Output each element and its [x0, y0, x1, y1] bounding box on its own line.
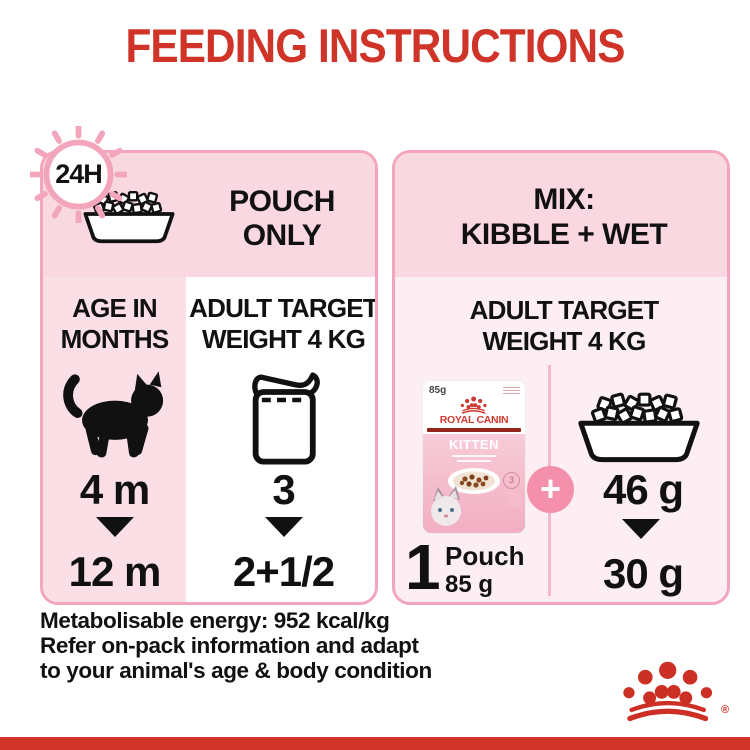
product-subline: [457, 460, 491, 462]
clock-face-icon: [30, 126, 127, 223]
product-name-label: KITTEN: [449, 437, 499, 452]
page-title: FEEDING INSTRUCTIONS: [125, 19, 625, 72]
clock-24h-icon: 24H: [30, 126, 127, 223]
feeding-table: AGE IN MONTHS ADULT TARGET WEIGHT 4 KG 4…: [43, 277, 375, 602]
product-pink-area: KITTEN: [423, 434, 525, 533]
product-brand-label: ROYAL CANIN: [439, 414, 509, 426]
kibble-to-value: 30 g: [602, 550, 684, 597]
product-top-row: 85g: [423, 381, 525, 396]
pouch-quantity-unit: Pouch: [445, 541, 525, 571]
royal-canin-crown-logo: [613, 660, 725, 722]
age-from-value: 4 m: [79, 466, 150, 513]
plus-icon: +: [527, 466, 574, 513]
royal-canin-crown-icon: [458, 396, 490, 414]
down-arrow-icon: [622, 519, 660, 539]
mix-title: MIX: KIBBLE + WET: [460, 183, 668, 251]
mix-subheader: ADULT TARGET WEIGHT 4 KG: [469, 295, 660, 357]
down-arrow-icon: [96, 517, 134, 537]
pouch-only-title: POUCH ONLY: [229, 185, 335, 252]
bottom-red-bar: [0, 737, 750, 750]
pouch-outline-icon: [245, 367, 327, 467]
kibble-bowl-icon: [575, 386, 703, 466]
pouch-quantity-number: 1: [405, 531, 441, 603]
kitten-icon: [56, 365, 174, 463]
mix-header-band: [395, 153, 727, 277]
pouch-only-panel: POUCH ONLY AGE IN MONTHS ADULT TARGET WE…: [40, 150, 378, 605]
product-weight-label: 85g: [429, 385, 447, 396]
down-arrow-icon: [265, 517, 303, 537]
pouch-count-from-value: 3: [272, 466, 295, 513]
product-corner-tag: [509, 490, 521, 507]
footer-note: Metabolisable energy: 952 kcal/kg Refer …: [40, 608, 432, 683]
product-brand-bar: [427, 428, 521, 432]
product-fineprint-lines: [503, 385, 520, 396]
kibble-from-value: 46 g: [602, 466, 684, 513]
age-column-header: AGE IN MONTHS: [60, 293, 170, 355]
product-badge: 3: [503, 472, 520, 489]
product-pouch-image: 85g ROYAL CANIN KITTEN: [423, 381, 525, 533]
product-subline: [452, 455, 496, 457]
pouch-count-to-value: 2+1/2: [232, 548, 335, 595]
age-to-value: 12 m: [68, 548, 162, 595]
mix-kibble-wet-panel: MIX: KIBBLE + WET ADULT TARGET WEIGHT 4 …: [392, 150, 730, 605]
kitten-photo-icon: [431, 486, 461, 526]
registered-trademark: ®: [721, 704, 730, 716]
pouch-column-header: ADULT TARGET WEIGHT 4 KG: [189, 293, 378, 355]
pouch-quantity-weight: 85 g: [445, 571, 494, 598]
clock-24h-label: 24H: [55, 159, 103, 189]
food-bowl-photo-icon: [448, 468, 500, 494]
